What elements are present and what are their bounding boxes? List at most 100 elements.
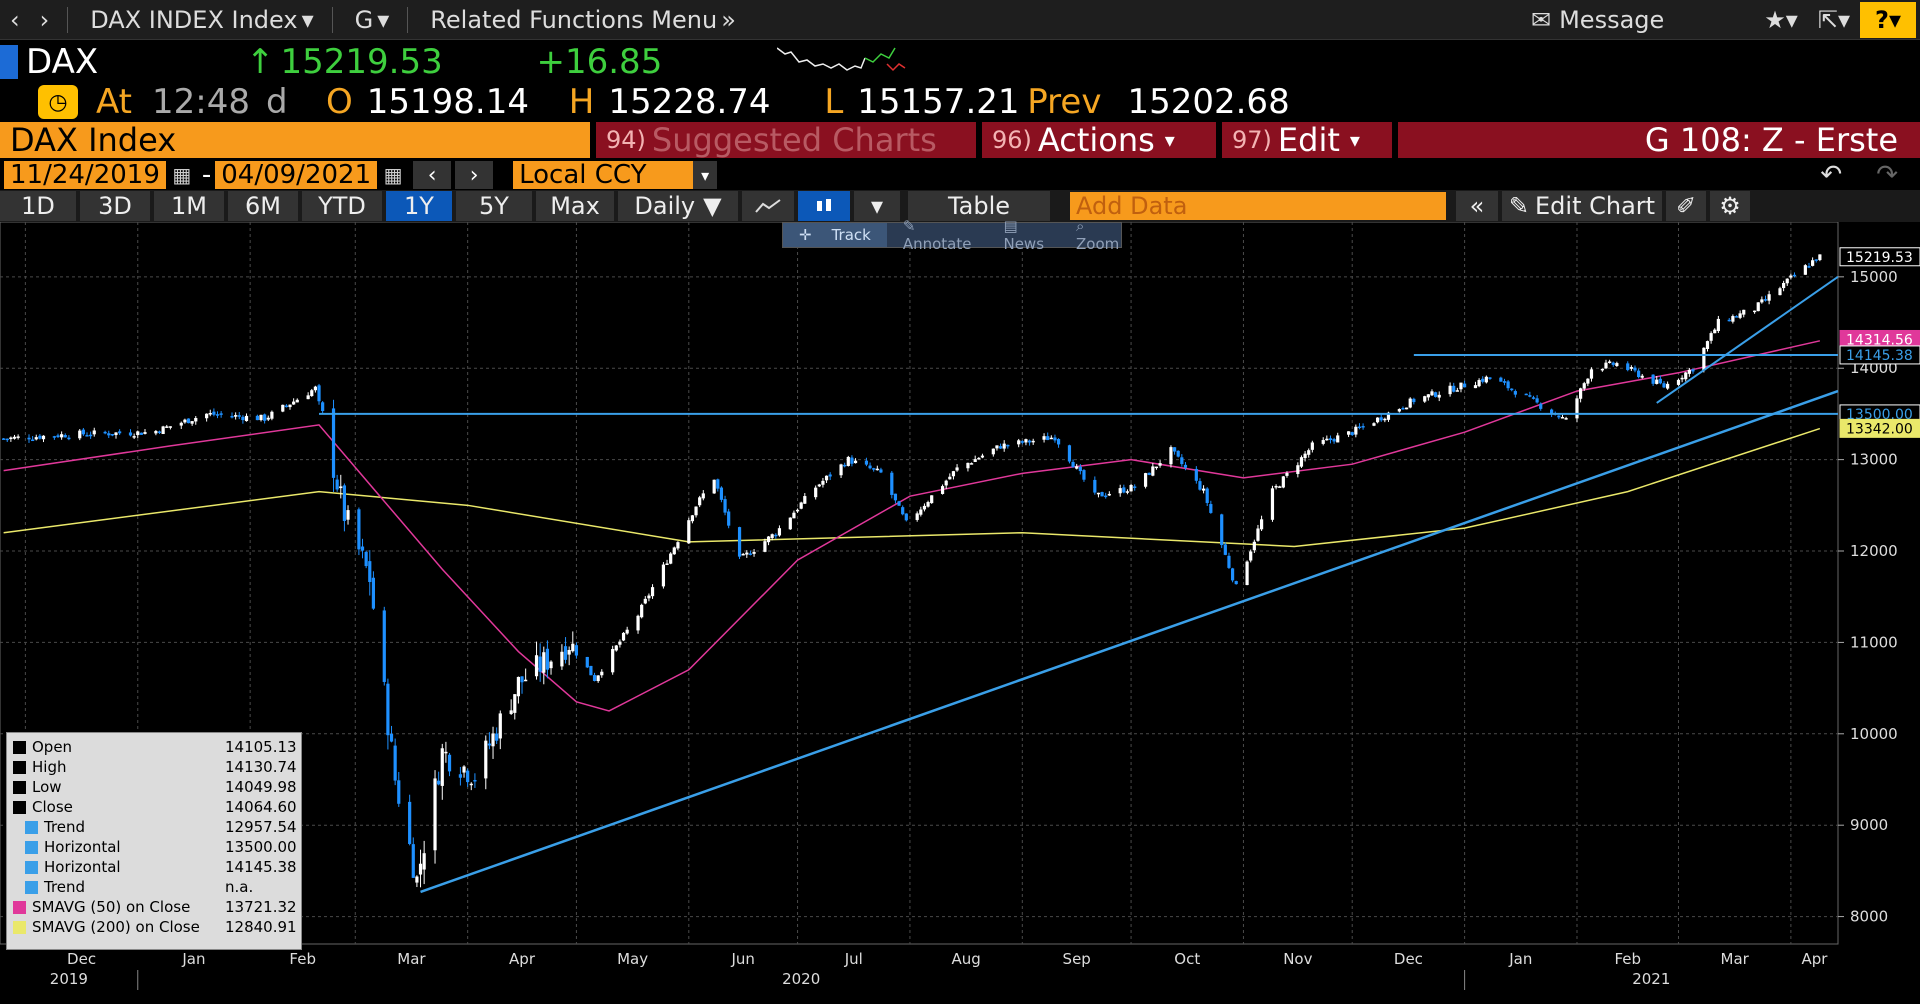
chart-legend[interactable]: Open 14105.13 High 14130.74 Low 14049.98 Cl…: [6, 732, 302, 950]
gear-icon: ⚙: [1719, 192, 1741, 220]
candle-body: [864, 460, 869, 465]
start-date-input[interactable]: 11/24/2019: [4, 160, 166, 190]
legend-row[interactable]: Horizontal 14145.38: [13, 857, 297, 877]
x-tick-label: Jun: [730, 950, 754, 968]
candle-body: [977, 457, 981, 460]
function-selector[interactable]: G ▾: [341, 1, 400, 39]
line-chart-type-button[interactable]: [742, 191, 794, 221]
candle-body: [803, 496, 807, 504]
tab-1d[interactable]: 1D: [0, 191, 76, 221]
message-button[interactable]: ✉ Message: [1521, 1, 1674, 39]
related-functions-menu[interactable]: Related Functions Menu »: [416, 1, 746, 39]
candle-body: [1481, 378, 1485, 382]
candle-body: [92, 430, 96, 435]
candle-chart-type-button[interactable]: [798, 191, 850, 221]
candle-body: [1281, 476, 1285, 488]
candle-body: [306, 395, 310, 400]
security-name: DAX Index: [0, 121, 590, 159]
export-button[interactable]: ⇱ ▾: [1808, 1, 1860, 39]
calendar-icon[interactable]: ▦: [383, 163, 403, 187]
edit-chart-label: Edit Chart: [1535, 192, 1656, 220]
tab-max[interactable]: Max: [536, 191, 614, 221]
candle-body: [1782, 282, 1786, 289]
navbar-right-group: ✉ Message ★ ▾ ⇱ ▾ ? ▾: [1521, 1, 1920, 39]
tab-5y[interactable]: 5Y: [456, 191, 532, 221]
legend-row[interactable]: SMAVG (200) on Close 12840.91: [13, 917, 297, 937]
candle-body: [1412, 398, 1416, 403]
candle-body: [1230, 568, 1235, 581]
calendar-icon[interactable]: ▦: [172, 163, 192, 187]
legend-row[interactable]: Trend 12957.54: [13, 817, 297, 837]
news-tool[interactable]: ▤ News: [987, 217, 1060, 253]
candle-body: [458, 774, 463, 778]
candle-body: [321, 402, 325, 412]
table-button[interactable]: Table: [908, 191, 1050, 221]
help-button[interactable]: ? ▾: [1860, 1, 1916, 38]
candle-body: [1270, 488, 1275, 520]
x-tick-label: Feb: [289, 950, 316, 968]
edit-menu[interactable]: 97) Edit ▾: [1222, 121, 1392, 159]
candle-body: [339, 486, 343, 489]
next-period-button[interactable]: ›: [455, 161, 494, 189]
tab-1m[interactable]: 1M: [154, 191, 224, 221]
zoom-tool[interactable]: ⌕ Zoom: [1060, 217, 1135, 253]
tab-6m[interactable]: 6M: [228, 191, 298, 221]
frequency-selector[interactable]: Daily ▼: [618, 191, 738, 221]
candle-body: [687, 520, 691, 544]
candle-body: [1176, 450, 1180, 457]
candle-body: [698, 497, 702, 506]
end-date-input[interactable]: 04/09/2021: [215, 160, 378, 190]
price-chart[interactable]: 80009000100001100012000130001400015000De…: [0, 222, 1920, 1004]
candle-body: [1734, 316, 1739, 318]
tab-3d[interactable]: 3D: [80, 191, 150, 221]
candle-body: [1053, 437, 1057, 441]
forward-button[interactable]: ›: [39, 5, 50, 34]
legend-row[interactable]: Horizontal 13500.00: [13, 837, 297, 857]
legend-row[interactable]: Low 14049.98: [13, 777, 297, 797]
settings-button[interactable]: ⚙: [1710, 191, 1750, 221]
candle-body: [1031, 440, 1035, 443]
candle-body: [538, 656, 542, 672]
candle-body: [1049, 437, 1053, 440]
candle-body: [1285, 473, 1289, 476]
candle-body: [955, 467, 959, 471]
candle-body: [382, 610, 386, 682]
currency-selector[interactable]: Local CCY: [513, 160, 694, 190]
tab-ytd[interactable]: YTD: [302, 191, 382, 221]
actions-menu[interactable]: 96) Actions ▾: [982, 121, 1216, 159]
candle-body: [27, 437, 31, 440]
track-tool[interactable]: ✛ Track: [783, 223, 887, 247]
candle-body: [1818, 254, 1822, 261]
chevron-down-icon[interactable]: ▾: [693, 161, 718, 189]
candle-body: [1499, 377, 1503, 382]
suggested-charts-button[interactable]: 94) Suggested Charts: [596, 121, 976, 159]
legend-row[interactable]: Open 14105.13: [13, 737, 297, 757]
candle-body: [690, 515, 695, 522]
chart-options-button[interactable]: ✐: [1666, 191, 1706, 221]
edit-chart-button[interactable]: ✎ Edit Chart: [1502, 191, 1662, 221]
collapse-toolbar-button[interactable]: «: [1456, 191, 1498, 221]
favorites-button[interactable]: ★ ▾: [1754, 1, 1808, 39]
candle-body: [1455, 390, 1459, 392]
security-selector[interactable]: DAX INDEX Index ▾: [76, 1, 323, 39]
legend-row[interactable]: Close 14064.60: [13, 797, 297, 817]
redo-icon[interactable]: ↷: [1876, 160, 1898, 190]
legend-row[interactable]: SMAVG (50) on Close 13721.32: [13, 897, 297, 917]
add-data-input[interactable]: Add Data: [1070, 192, 1446, 220]
previous-period-button[interactable]: ‹: [413, 161, 452, 189]
back-button[interactable]: ‹: [10, 5, 20, 34]
tab-1y[interactable]: 1Y: [386, 191, 452, 221]
candle-body: [926, 502, 930, 507]
candle-body: [342, 485, 346, 521]
candle-body: [930, 495, 934, 504]
annotate-tool[interactable]: ✎ Annotate: [887, 217, 988, 253]
sparkline-line: [776, 47, 866, 71]
legend-row[interactable]: High 14130.74: [13, 757, 297, 777]
candle-body: [266, 417, 270, 420]
candle-body: [998, 446, 1003, 449]
chart-type-dropdown[interactable]: ▾: [854, 191, 900, 221]
chart-template-name[interactable]: G 108: Z - Erste: [1398, 121, 1920, 159]
candle-body: [1513, 391, 1517, 395]
legend-row[interactable]: Trend n.a.: [13, 877, 295, 897]
undo-icon[interactable]: ↶: [1820, 160, 1843, 190]
